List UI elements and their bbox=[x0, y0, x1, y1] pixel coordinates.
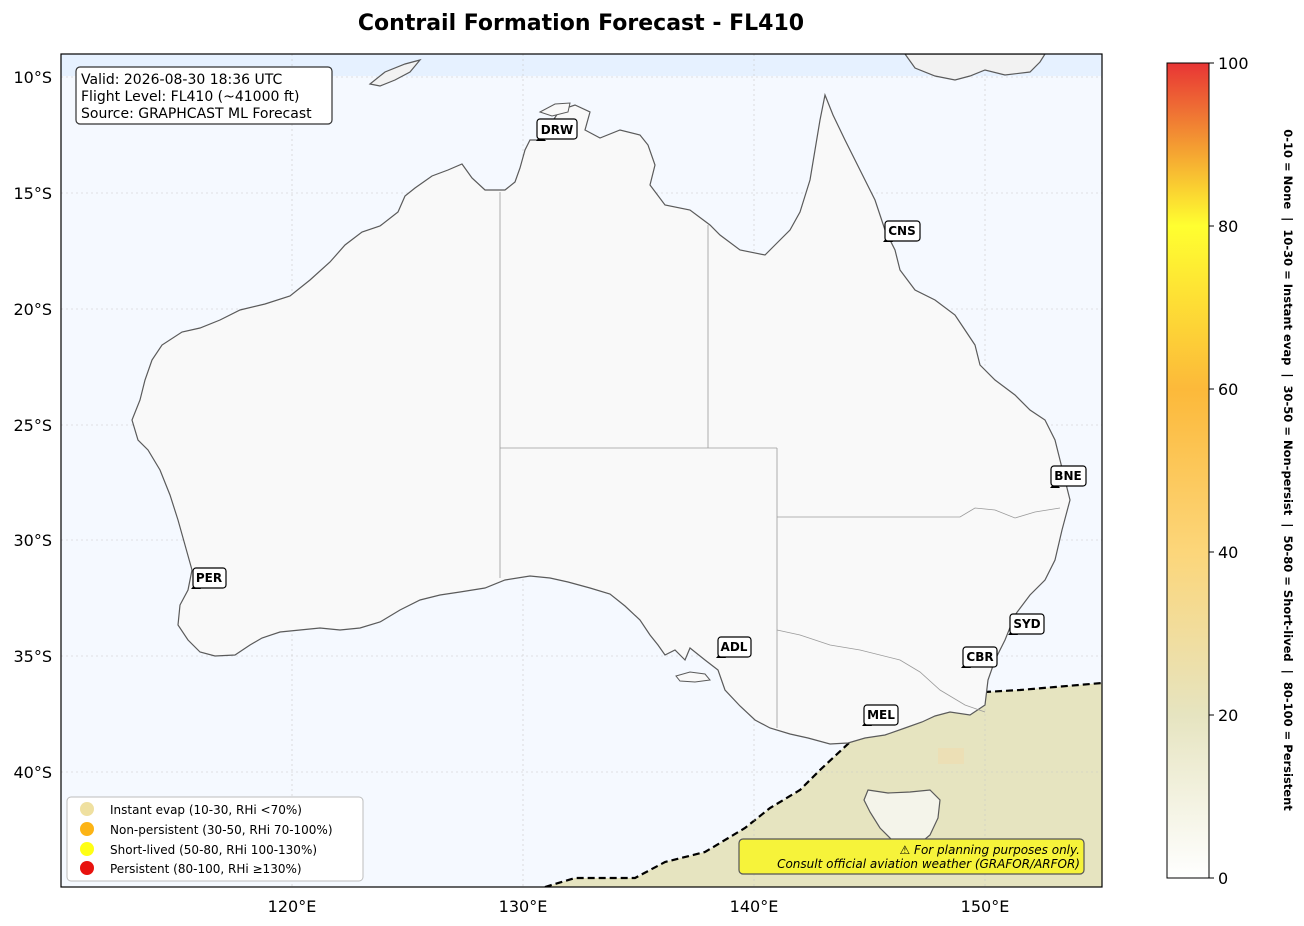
kangaroo-island bbox=[675, 671, 711, 683]
lat-axis: 10°S 15°S 20°S 25°S 30°S 35°S 40°S bbox=[13, 68, 52, 782]
colorbar-tick-label: 20 bbox=[1218, 706, 1238, 725]
legend-label: Persistent (80-100, RHi ≥130%) bbox=[110, 862, 302, 876]
australia-mainland bbox=[131, 92, 1071, 745]
legend-label: Non-persistent (30-50, RHi 70-100%) bbox=[110, 823, 333, 837]
airport-markers: DRW CNS BNE PER ADL SYD bbox=[191, 118, 1087, 726]
airport-label: BNE bbox=[1054, 469, 1081, 483]
airport-marker[interactable]: SYD bbox=[1008, 613, 1045, 635]
lat-tick-label: 15°S bbox=[13, 184, 52, 203]
lat-tick-label: 35°S bbox=[13, 647, 52, 666]
legend-label: Instant evap (10-30, RHi <70%) bbox=[110, 803, 302, 817]
airport-label: ADL bbox=[721, 640, 748, 654]
forecast-field-dashed-edge bbox=[544, 681, 1102, 887]
lon-tick-label: 150°E bbox=[961, 897, 1010, 916]
legend: Instant evap (10-30, RHi <70%) Non-persi… bbox=[66, 796, 364, 882]
warning-line-2: Consult official aviation weather (GRAFO… bbox=[777, 857, 1080, 871]
lon-tick-label: 120°E bbox=[268, 897, 317, 916]
field-patch bbox=[938, 748, 964, 764]
airport-marker[interactable]: BNE bbox=[1050, 465, 1087, 488]
airport-marker[interactable]: CBR bbox=[961, 646, 998, 668]
airport-marker[interactable]: PER bbox=[191, 567, 227, 589]
lat-tick-label: 40°S bbox=[13, 763, 52, 782]
legend-swatch bbox=[80, 822, 94, 836]
lon-axis: 120°E 130°E 140°E 150°E bbox=[268, 897, 1010, 916]
colorbar-tick-label: 100 bbox=[1218, 54, 1249, 73]
airport-label: DRW bbox=[541, 123, 573, 137]
airport-label: CBR bbox=[966, 650, 993, 664]
chart-title: Contrail Formation Forecast - FL410 bbox=[358, 11, 804, 36]
timor-coast bbox=[368, 58, 422, 87]
melville-island bbox=[538, 102, 571, 117]
airport-label: CNS bbox=[888, 224, 916, 238]
warning-box: ⚠ For planning purposes only. Consult of… bbox=[738, 838, 1085, 875]
lat-tick-label: 20°S bbox=[13, 300, 52, 319]
legend-swatch bbox=[80, 802, 94, 816]
airport-marker[interactable]: MEL bbox=[862, 704, 899, 726]
airport-marker[interactable]: DRW bbox=[536, 118, 578, 141]
info-source: Source: GRAPHCAST ML Forecast bbox=[81, 106, 312, 122]
lat-tick-label: 30°S bbox=[13, 531, 52, 550]
state-borders bbox=[499, 192, 1061, 728]
airport-marker[interactable]: CNS bbox=[883, 220, 921, 242]
colorbar-gradient bbox=[1166, 62, 1210, 879]
lat-tick-label: 10°S bbox=[13, 68, 52, 87]
airport-label: PER bbox=[196, 571, 222, 585]
info-valid-time: Valid: 2026-08-30 18:36 UTC bbox=[81, 72, 282, 88]
map-frame bbox=[60, 53, 1103, 888]
legend-label: Short-lived (50-80, RHi 100-130%) bbox=[110, 843, 317, 857]
airport-marker[interactable]: ADL bbox=[716, 636, 752, 658]
colorbar-tick-label: 40 bbox=[1218, 543, 1238, 562]
colorbar-tick-label: 0 bbox=[1218, 869, 1228, 888]
lon-tick-label: 140°E bbox=[730, 897, 779, 916]
new-guinea-coast bbox=[904, 54, 1046, 81]
forecast-field bbox=[545, 683, 1102, 887]
colorbar-tick-label: 60 bbox=[1218, 380, 1238, 399]
map-panel[interactable] bbox=[61, 54, 1102, 887]
colorbar: 0 20 40 60 80 100 0-10 = None | 10-30 = … bbox=[1166, 54, 1295, 888]
warning-line-1: ⚠ For planning purposes only. bbox=[900, 843, 1080, 857]
legend-swatch bbox=[80, 842, 94, 856]
lat-tick-label: 25°S bbox=[13, 416, 52, 435]
colorbar-label: 0-10 = None | 10-30 = Instant evap | 30-… bbox=[1281, 129, 1295, 811]
legend-swatch bbox=[80, 861, 94, 875]
info-box: Valid: 2026-08-30 18:36 UTC Flight Level… bbox=[75, 66, 333, 125]
airport-label: MEL bbox=[867, 708, 895, 722]
lon-tick-label: 130°E bbox=[499, 897, 548, 916]
airport-label: SYD bbox=[1013, 617, 1040, 631]
colorbar-tick-label: 80 bbox=[1218, 217, 1238, 236]
info-flight-level: Flight Level: FL410 (~41000 ft) bbox=[81, 89, 300, 105]
